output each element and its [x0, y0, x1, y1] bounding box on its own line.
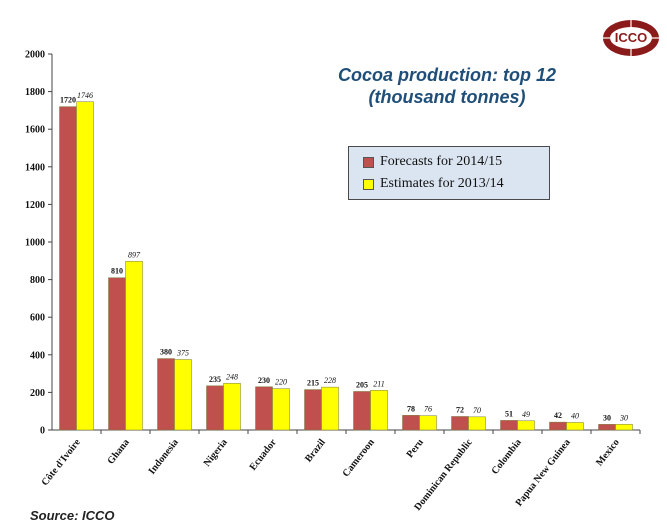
y-tick-label: 400 [30, 350, 45, 361]
chart-subtitle: (thousand tonnes) [368, 87, 526, 107]
data-label: 42 [554, 411, 562, 420]
y-tick-label: 1200 [25, 200, 45, 211]
bar-forecast-2014-15 [402, 415, 420, 431]
bar-forecast-2014-15 [451, 416, 469, 431]
data-label: 1746 [77, 91, 93, 100]
bar-estimate-2013-14 [468, 416, 486, 431]
bar-estimate-2013-14 [615, 424, 633, 431]
bar-forecast-2014-15 [353, 391, 371, 431]
data-label: 248 [226, 372, 238, 381]
x-category-label: Ecuador [248, 437, 280, 473]
legend-swatch-forecasts [363, 156, 374, 168]
y-tick-label: 800 [30, 275, 45, 286]
legend-label-estimates: Estimates for 2013/14 [380, 176, 504, 191]
x-category-label: Peru [405, 437, 427, 460]
chart-legend: Forecasts for 2014/15 Estimates for 2013… [348, 146, 550, 200]
data-label: 30 [619, 413, 628, 422]
bar-estimate-2013-14 [517, 420, 535, 431]
data-label: 220 [275, 378, 287, 387]
bar-estimate-2013-14 [223, 383, 241, 431]
bar-estimate-2013-14 [174, 359, 192, 431]
bar-forecast-2014-15 [255, 386, 273, 431]
x-category-label: Brazil [303, 437, 328, 465]
data-label: 72 [456, 405, 464, 414]
x-category-label: Cameroon [341, 437, 378, 479]
bar-forecast-2014-15 [500, 420, 518, 431]
data-label: 30 [603, 413, 611, 422]
bar-forecast-2014-15 [549, 421, 567, 431]
data-label: 51 [505, 409, 513, 418]
y-tick-label: 0 [40, 426, 45, 437]
bar-estimate-2013-14 [125, 261, 143, 431]
data-label: 70 [473, 406, 481, 415]
legend-swatch-estimates [363, 178, 374, 190]
bar-estimate-2013-14 [272, 388, 290, 431]
data-label: 230 [258, 376, 270, 385]
data-label: 215 [307, 379, 319, 388]
data-label: 40 [571, 411, 579, 420]
bar-forecast-2014-15 [206, 385, 224, 431]
data-label: 235 [209, 375, 221, 384]
data-label: 211 [373, 379, 384, 388]
logo-text: ICCO [614, 30, 648, 45]
x-category-label: Colombia [490, 437, 524, 477]
data-label: 380 [160, 348, 172, 357]
y-tick-label: 600 [30, 313, 45, 324]
y-tick-label: 1000 [25, 238, 45, 249]
bar-estimate-2013-14 [370, 390, 388, 431]
bar-forecast-2014-15 [598, 424, 616, 431]
data-label: 897 [128, 250, 141, 259]
bar-estimate-2013-14 [419, 415, 437, 431]
x-category-label: Indonesia [147, 437, 181, 477]
data-label: 228 [324, 376, 336, 385]
y-tick-label: 1400 [25, 162, 45, 173]
bar-estimate-2013-14 [321, 386, 339, 431]
data-label: 205 [356, 380, 368, 389]
bar-forecast-2014-15 [108, 277, 126, 431]
bar-estimate-2013-14 [76, 101, 94, 431]
icco-logo: ICCO [601, 18, 661, 58]
y-tick-label: 2000 [25, 50, 45, 61]
y-tick-label: 1600 [25, 125, 45, 136]
legend-entry-estimates: Estimates for 2013/14 [363, 173, 549, 195]
x-category-label: Côte d'Ivoire [40, 437, 84, 488]
bar-estimate-2013-14 [566, 422, 584, 431]
x-category-label: Ghana [105, 437, 131, 467]
y-tick-label: 200 [30, 388, 45, 399]
bar-forecast-2014-15 [59, 106, 77, 431]
data-label: 78 [407, 404, 415, 413]
x-category-label: Nigeria [202, 437, 230, 469]
legend-entry-forecasts: Forecasts for 2014/15 [363, 151, 549, 173]
data-label: 1720 [60, 96, 76, 105]
x-category-label: Papua New Guinea [514, 437, 573, 509]
source-note: Source: ICCO [30, 508, 115, 523]
data-label: 810 [111, 267, 123, 276]
y-tick-label: 1800 [25, 87, 45, 98]
data-label: 375 [176, 349, 189, 358]
chart-title: Cocoa production: top 12 [338, 65, 556, 85]
legend-label-forecasts: Forecasts for 2014/15 [380, 154, 503, 169]
data-label: 49 [522, 410, 530, 419]
bar-forecast-2014-15 [157, 358, 175, 431]
bar-forecast-2014-15 [304, 389, 322, 431]
chart-title-block: Cocoa production: top 12 (thousand tonne… [312, 64, 582, 108]
x-category-label: Mexico [594, 437, 622, 468]
data-label: 76 [424, 405, 432, 414]
